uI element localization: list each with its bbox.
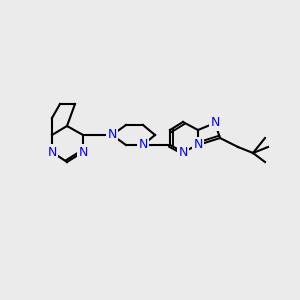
Text: N: N — [193, 139, 203, 152]
Text: N: N — [107, 128, 117, 142]
Text: N: N — [178, 146, 188, 158]
Text: N: N — [210, 116, 220, 130]
Text: N: N — [78, 146, 88, 158]
Text: N: N — [47, 146, 57, 158]
Text: N: N — [138, 139, 148, 152]
